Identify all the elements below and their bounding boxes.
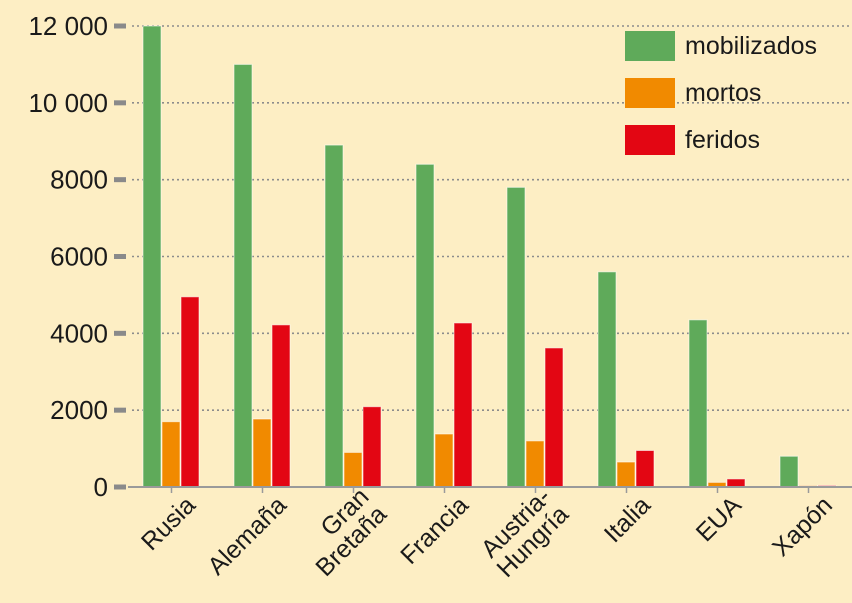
y-tick-label: 4000 <box>50 318 108 348</box>
bar-mobilizados <box>779 455 799 488</box>
y-tick-label: 12 000 <box>28 11 108 41</box>
legend-swatch-mortos <box>625 78 675 108</box>
y-tick-label: 8000 <box>50 165 108 195</box>
bar-feridos <box>362 406 382 488</box>
bar-mobilizados <box>597 271 617 488</box>
y-axis: 0 2000 4000 6000 8000 10 000 12 000 <box>28 11 126 502</box>
bar-mortos <box>252 418 272 488</box>
bar-feridos <box>271 324 291 488</box>
y-tick-mark <box>114 330 126 336</box>
bar-feridos <box>544 347 564 488</box>
bar-mortos <box>525 440 545 488</box>
bar-mobilizados <box>142 25 162 488</box>
y-tick-mark <box>114 484 126 490</box>
bar-mobilizados <box>688 319 708 488</box>
bars <box>142 25 837 488</box>
legend-swatch-mobilizados <box>625 31 675 61</box>
bar-mobilizados <box>233 63 253 488</box>
bar-mortos <box>616 461 636 488</box>
bar-mobilizados <box>324 144 344 488</box>
y-tick-mark <box>114 254 126 259</box>
legend-label-feridos: feridos <box>685 126 760 154</box>
bar-feridos <box>180 296 200 488</box>
legend-label-mortos: mortos <box>685 79 761 107</box>
y-tick-mark <box>114 177 126 183</box>
bar-feridos <box>453 322 473 488</box>
legend: mobilizados mortos feridos <box>625 31 817 155</box>
bar-feridos <box>726 478 746 488</box>
legend-swatch-feridos <box>625 125 675 155</box>
bar-mortos <box>343 451 363 488</box>
legend-label-mobilizados: mobilizados <box>685 32 817 60</box>
bar-mobilizados <box>415 163 435 488</box>
y-tick-label: 2000 <box>50 395 108 425</box>
y-tick-mark <box>114 407 126 413</box>
y-tick-label: 10 000 <box>28 88 108 118</box>
y-tick-mark <box>114 100 126 106</box>
bar-feridos <box>635 450 655 488</box>
bar-mortos <box>434 433 454 488</box>
bar-mortos <box>161 421 181 488</box>
y-tick-label: 0 <box>94 472 108 502</box>
y-tick-label: 6000 <box>50 242 108 272</box>
y-tick-mark <box>114 23 126 29</box>
bar-mobilizados <box>506 186 526 488</box>
